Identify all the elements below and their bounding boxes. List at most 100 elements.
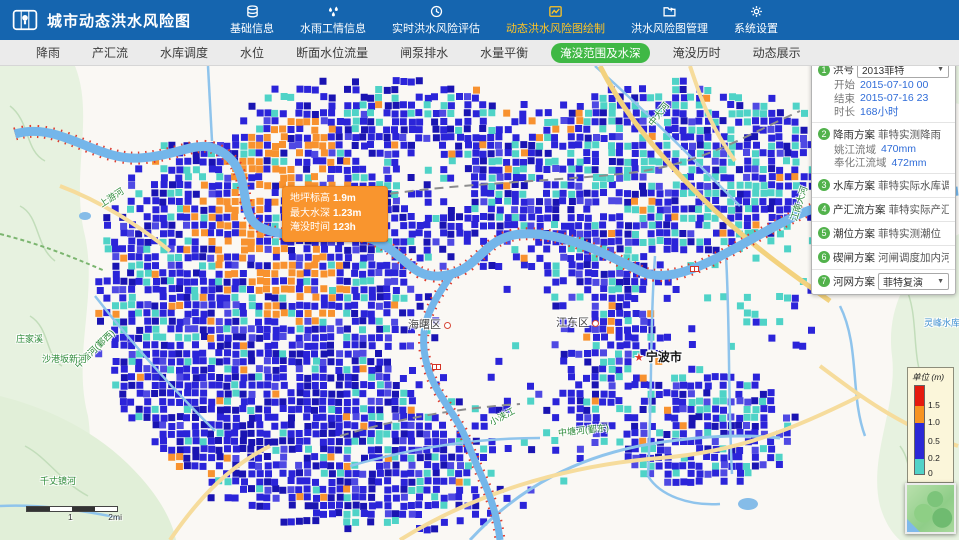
nav-item[interactable]: 水雨工情信息	[300, 5, 366, 36]
legend-tick-label: 0	[928, 468, 933, 478]
legend-segment	[915, 442, 924, 459]
step-toolbar: 降雨 产汇流 水库调度 水位 断面水位流量 闸泵排水 水量平衡 淹没范围及水深 淹没历时 动态展示	[0, 40, 959, 66]
chevron-down-icon: ▼	[937, 277, 944, 285]
app-title: 城市动态洪水风险图	[47, 12, 192, 30]
panel-section-label: 碶闸方案	[833, 251, 875, 264]
step-number-badge: 5	[818, 227, 830, 239]
tooltip-row: 最大水深 1.23m	[290, 207, 362, 219]
step-number-badge: 2	[818, 128, 830, 140]
panel-divider	[812, 172, 955, 174]
legend-color-bar	[914, 385, 925, 475]
panel-detail-row: 开始 2015-07-10 00	[834, 78, 929, 92]
legend-segment	[915, 423, 924, 442]
panel-section-value: 河闸调度加内河节制	[878, 251, 949, 264]
road-layer	[59, 66, 959, 540]
scale-label-mid: 1	[68, 512, 73, 522]
tab[interactable]: 降雨	[36, 46, 61, 60]
step-number-badge: 6	[818, 251, 830, 263]
app-header: 城市动态洪水风险图 基础信息 水雨工情信息 实时洪水风险评估 动态洪水风险图绘制 洪水风…	[0, 0, 959, 40]
panel-detail-row: 结束 2015-07-16 23	[834, 92, 929, 105]
panel-detail-row: 姚江流域 470mm	[834, 143, 917, 156]
canal-layer	[0, 66, 867, 540]
panel-section-label: 潮位方案	[833, 227, 875, 240]
nav-item[interactable]: 洪水风险图管理	[631, 5, 708, 36]
database-icon	[246, 4, 259, 18]
chevron-down-icon: ▼	[937, 66, 944, 73]
panel-divider	[812, 268, 955, 270]
tab[interactable]: 动态展示	[752, 46, 801, 60]
scale-bar: 1 2mi	[26, 506, 122, 522]
nav-item-label: 系统设置	[734, 22, 778, 35]
nav-item[interactable]: 实时洪水风险评估	[392, 5, 480, 36]
chart-map-icon	[549, 5, 562, 18]
panel-section-head: 4产汇流方案菲特实际产汇流	[818, 201, 949, 218]
panel-section-label: 水库方案	[833, 179, 875, 192]
sluice-gate-icon	[432, 364, 441, 370]
cell-info-tooltip: 地坪标高 1.9m 最大水深 1.23m 淹没时间 123h	[282, 186, 388, 242]
step-number-badge: 1	[818, 63, 830, 76]
flood-cells-navy	[97, 77, 840, 533]
railway-layer	[339, 110, 801, 437]
raindrops-icon	[327, 5, 340, 18]
panel-divider	[812, 244, 955, 246]
panel-section-label: 洪号	[833, 64, 854, 76]
overview-minimap[interactable]	[905, 483, 956, 534]
legend-segment	[915, 459, 924, 474]
scale-label-end: 2mi	[108, 512, 122, 522]
flood-cells-royal	[95, 77, 855, 534]
panel-section-head: 7 河网方案 菲特复演 ▼	[818, 272, 949, 290]
panel-section-value: 菲特实测降雨	[878, 128, 941, 141]
flood-cells-layer	[95, 77, 855, 534]
map-viewport[interactable]: 上游河 中大河 江南大河 小浃江 中塘河(鄞东) 中塘河(鄞西) 沙港坂新河 庄家溪 千丈镜河灵…	[0, 66, 959, 540]
tab[interactable]: 淹没范围及水深	[551, 42, 650, 63]
legend-segment	[915, 386, 924, 406]
nav-item-label: 洪水风险图管理	[631, 22, 708, 35]
legend-segment	[915, 406, 924, 423]
nav-item[interactable]: 基础信息	[230, 4, 274, 36]
step-number-badge: 7	[818, 275, 830, 287]
tab[interactable]: 闸泵排水	[400, 46, 449, 60]
tab[interactable]: 淹没历时	[672, 46, 721, 60]
flood-map-canvas[interactable]	[0, 66, 959, 540]
legend-tick-label: 1.5	[928, 400, 940, 410]
panel-section-head: 5 潮位方案 菲特实测潮位	[818, 225, 949, 242]
panel-divider	[812, 196, 955, 198]
brand: 城市动态洪水风险图	[12, 9, 230, 31]
panel-section-head: 2 降雨方案 菲特实测降雨	[818, 126, 949, 143]
tab[interactable]: 断面水位流量	[296, 46, 369, 60]
legend-title: 单位 (m)	[912, 372, 945, 382]
nav-item[interactable]: 系统设置	[734, 5, 778, 36]
panel-section-label: 降雨方案	[833, 128, 875, 141]
nav-item[interactable]: 动态洪水风险图绘制	[506, 5, 605, 36]
nav-item-label: 实时洪水风险评估	[392, 22, 480, 35]
panel-section-label: 产汇流方案	[833, 203, 886, 216]
panel-section-head: 6碶闸方案河闸调度加内河节制	[818, 249, 949, 266]
legend-tick-label: 0.2	[928, 453, 940, 463]
panel-divider	[812, 121, 955, 123]
panel-detail-row: 时长 168小时	[834, 106, 899, 119]
panel-section-head: 3水库方案菲特实际水库调度	[818, 177, 949, 194]
scenario-select[interactable]: 菲特复演 ▼	[878, 272, 949, 290]
legend-tick-label: 1.0	[928, 417, 940, 427]
scenario-panel: 1 洪号 2013菲特 ▼ 开始 2015-07-10 00 结束 2015-07-16 23…	[811, 56, 956, 295]
tooltip-row: 淹没时间 123h	[290, 222, 356, 233]
flood-cells-light	[95, 85, 808, 518]
tab[interactable]: 水库调度	[160, 46, 209, 60]
step-number-badge: 3	[818, 179, 830, 191]
nav-menu: 基础信息 水雨工情信息 实时洪水风险评估 动态洪水风险图绘制 洪水风险图管理 系统设置	[230, 0, 778, 40]
tab[interactable]: 产汇流	[92, 46, 129, 60]
panel-section-value: 菲特实际产汇流	[888, 203, 950, 216]
panel-section-label: 河网方案	[833, 275, 875, 288]
scale-bar-segments	[26, 506, 118, 512]
panel-section-value: 菲特实际水库调度	[878, 179, 949, 192]
sluice-gate-icon	[690, 266, 699, 272]
clock-icon	[430, 5, 443, 18]
tooltip-row: 地坪标高 1.9m	[290, 193, 356, 204]
tab[interactable]: 水量平衡	[480, 46, 529, 60]
flood-cells-orange	[95, 86, 840, 501]
nav-item-label: 水雨工情信息	[300, 22, 366, 35]
tab[interactable]: 水位	[240, 46, 265, 60]
nav-item-label: 基础信息	[230, 22, 274, 35]
depth-legend: 单位 (m) 1.5 1.0 0.5 0.2 0	[907, 367, 954, 483]
step-number-badge: 4	[818, 203, 830, 215]
